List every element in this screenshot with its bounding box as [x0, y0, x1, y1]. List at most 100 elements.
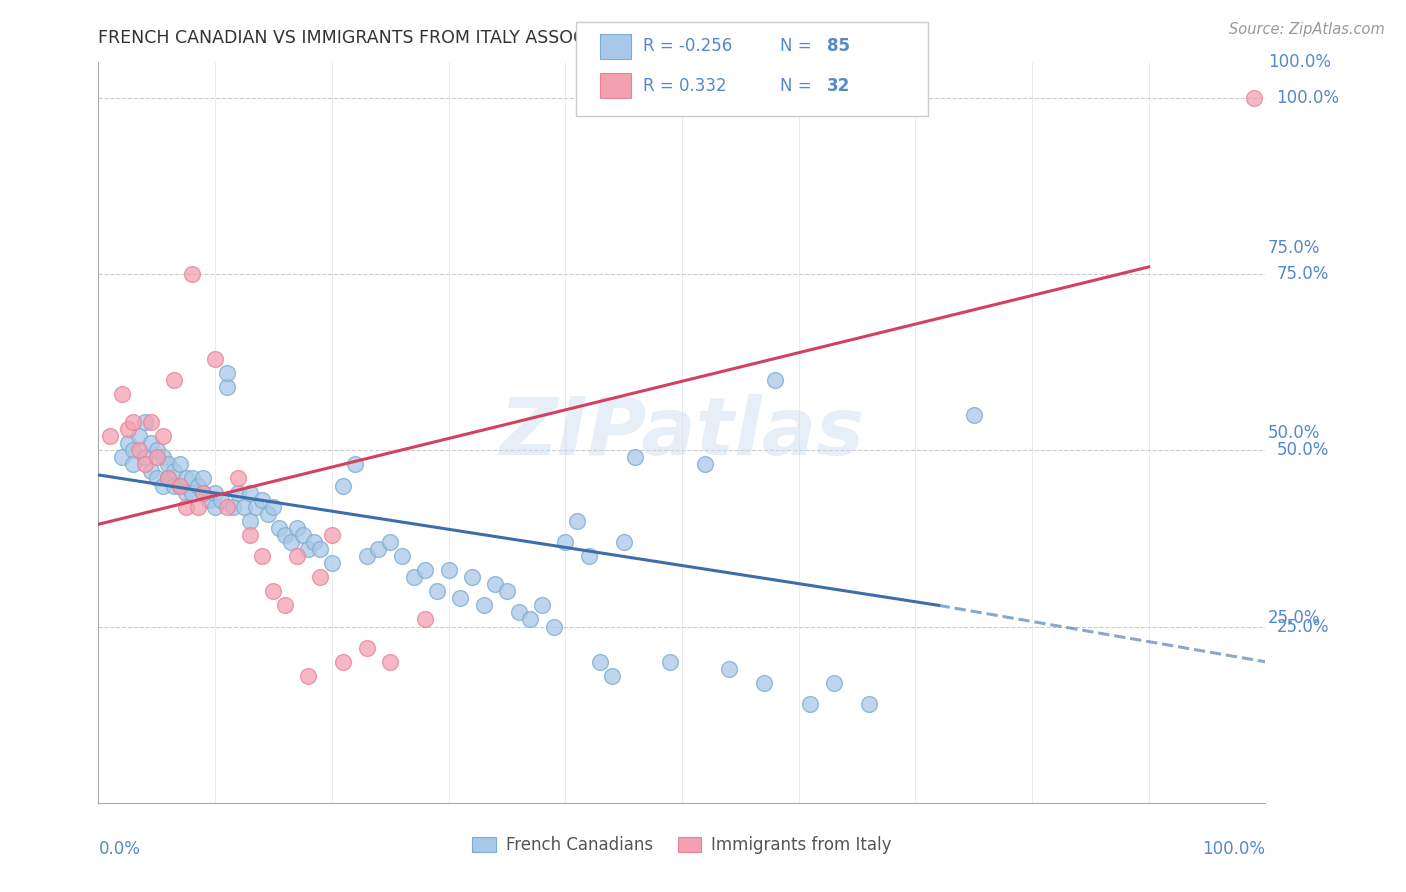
Point: [187, 500, 209, 514]
Point: [215, 500, 238, 514]
Point: [111, 450, 134, 465]
Point: [262, 584, 284, 599]
Text: R = 0.332: R = 0.332: [643, 77, 725, 95]
Point: [139, 464, 162, 478]
Point: [239, 485, 262, 500]
Point: [233, 500, 256, 514]
Point: [180, 485, 202, 500]
Point: [356, 640, 378, 655]
Point: [344, 458, 367, 472]
Point: [174, 471, 197, 485]
Point: [269, 521, 291, 535]
Point: [717, 662, 740, 676]
Point: [274, 599, 297, 613]
Point: [799, 697, 821, 711]
Point: [321, 556, 343, 570]
Point: [157, 471, 180, 485]
Point: [174, 485, 197, 500]
Text: R = -0.256: R = -0.256: [643, 37, 731, 55]
Point: [613, 535, 636, 549]
Text: 75.0%: 75.0%: [1268, 238, 1320, 257]
Point: [256, 507, 278, 521]
Point: [98, 429, 121, 443]
Text: 0.0%: 0.0%: [98, 840, 141, 858]
Point: [600, 669, 623, 683]
Point: [169, 478, 191, 492]
Point: [437, 563, 460, 577]
Point: [134, 415, 156, 429]
Point: [402, 570, 425, 584]
Point: [291, 528, 314, 542]
Point: [146, 450, 169, 465]
Point: [163, 464, 186, 478]
Point: [117, 422, 139, 436]
Point: [215, 366, 238, 380]
Point: [309, 570, 332, 584]
Point: [221, 500, 243, 514]
Legend: French Canadians, Immigrants from Italy: French Canadians, Immigrants from Italy: [465, 830, 898, 861]
Point: [245, 500, 267, 514]
Point: [146, 443, 169, 458]
Point: [180, 267, 202, 281]
Point: [146, 471, 169, 485]
Text: N =: N =: [780, 77, 817, 95]
Text: 100.0%: 100.0%: [1277, 88, 1340, 107]
Point: [204, 485, 226, 500]
Point: [157, 458, 180, 472]
Point: [297, 541, 319, 556]
Point: [215, 380, 238, 394]
Point: [1243, 91, 1265, 105]
Point: [285, 549, 308, 563]
Point: [174, 500, 197, 514]
Point: [209, 492, 232, 507]
Point: [193, 471, 215, 485]
Point: [391, 549, 413, 563]
Point: [187, 478, 209, 492]
Point: [122, 443, 145, 458]
Point: [239, 528, 262, 542]
Text: 100.0%: 100.0%: [1202, 840, 1265, 858]
Point: [695, 458, 717, 472]
Text: 100.0%: 100.0%: [1268, 54, 1330, 71]
Point: [496, 584, 519, 599]
Point: [169, 458, 191, 472]
Point: [752, 676, 775, 690]
Point: [122, 415, 145, 429]
Point: [152, 478, 174, 492]
Point: [519, 612, 541, 626]
Text: 25.0%: 25.0%: [1268, 608, 1320, 627]
Point: [413, 612, 436, 626]
Point: [380, 535, 402, 549]
Point: [152, 429, 174, 443]
Point: [262, 500, 284, 514]
Point: [204, 500, 226, 514]
Point: [589, 655, 612, 669]
Point: [163, 373, 186, 387]
Point: [134, 458, 156, 472]
Point: [128, 443, 150, 458]
Point: [180, 471, 202, 485]
Text: 25.0%: 25.0%: [1277, 617, 1329, 635]
Point: [228, 471, 250, 485]
Point: [321, 528, 343, 542]
Point: [332, 478, 354, 492]
Point: [484, 577, 506, 591]
Point: [367, 541, 389, 556]
Text: 85: 85: [827, 37, 849, 55]
Point: [461, 570, 484, 584]
Point: [304, 535, 326, 549]
Text: 75.0%: 75.0%: [1277, 265, 1329, 283]
Point: [543, 619, 565, 633]
Point: [508, 606, 530, 620]
Text: 50.0%: 50.0%: [1277, 442, 1329, 459]
Point: [659, 655, 682, 669]
Point: [554, 535, 576, 549]
Point: [380, 655, 402, 669]
Point: [117, 436, 139, 450]
Point: [356, 549, 378, 563]
Point: [297, 669, 319, 683]
Point: [204, 351, 226, 366]
Point: [962, 408, 984, 422]
Point: [823, 676, 845, 690]
Point: [228, 485, 250, 500]
